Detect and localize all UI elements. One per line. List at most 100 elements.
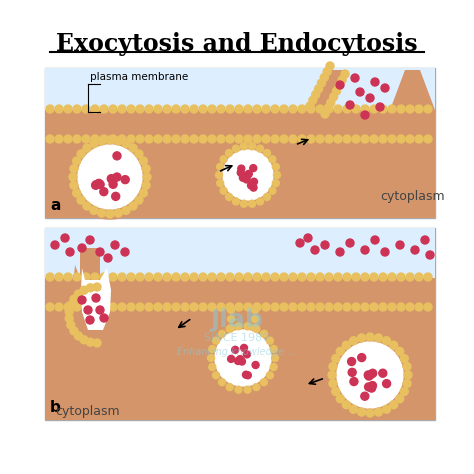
Circle shape: [127, 105, 135, 113]
Circle shape: [82, 273, 90, 281]
Circle shape: [256, 198, 264, 205]
Circle shape: [271, 303, 279, 311]
Circle shape: [273, 164, 279, 170]
Circle shape: [136, 273, 144, 281]
Circle shape: [228, 307, 235, 313]
Circle shape: [112, 192, 120, 201]
Circle shape: [383, 405, 391, 413]
Circle shape: [91, 273, 99, 281]
Circle shape: [181, 303, 189, 311]
Circle shape: [404, 371, 412, 379]
Circle shape: [365, 383, 373, 391]
Circle shape: [352, 303, 360, 311]
Circle shape: [109, 303, 117, 311]
Text: b: b: [50, 400, 61, 415]
Circle shape: [70, 181, 78, 189]
Circle shape: [397, 105, 405, 113]
FancyBboxPatch shape: [45, 228, 435, 280]
Circle shape: [86, 316, 94, 324]
Circle shape: [129, 202, 137, 210]
Circle shape: [136, 135, 144, 143]
Circle shape: [253, 303, 261, 311]
Circle shape: [264, 193, 271, 201]
Circle shape: [370, 135, 378, 143]
Circle shape: [266, 337, 273, 344]
Circle shape: [109, 180, 117, 188]
Circle shape: [96, 306, 104, 314]
Circle shape: [244, 386, 251, 393]
Circle shape: [426, 251, 434, 259]
Circle shape: [323, 68, 331, 76]
Circle shape: [329, 363, 337, 371]
Circle shape: [335, 82, 343, 90]
Circle shape: [388, 105, 396, 113]
Circle shape: [212, 372, 219, 379]
Circle shape: [252, 316, 258, 322]
Circle shape: [64, 303, 72, 311]
Circle shape: [376, 103, 384, 111]
Circle shape: [253, 325, 260, 332]
Circle shape: [280, 135, 288, 143]
Circle shape: [338, 76, 346, 84]
Circle shape: [139, 189, 147, 197]
Circle shape: [343, 273, 351, 281]
Circle shape: [55, 105, 63, 113]
Circle shape: [226, 150, 233, 156]
Circle shape: [143, 173, 151, 181]
Circle shape: [118, 105, 126, 113]
Circle shape: [90, 140, 98, 148]
Circle shape: [381, 84, 389, 92]
Circle shape: [327, 99, 335, 107]
Circle shape: [100, 105, 108, 113]
Circle shape: [296, 239, 304, 247]
FancyBboxPatch shape: [45, 68, 435, 123]
Circle shape: [208, 355, 215, 362]
Circle shape: [73, 273, 81, 281]
Circle shape: [73, 105, 81, 113]
Circle shape: [145, 273, 153, 281]
Circle shape: [90, 206, 98, 214]
Text: a: a: [50, 198, 60, 213]
Circle shape: [253, 105, 261, 113]
Circle shape: [122, 206, 130, 214]
Circle shape: [190, 273, 198, 281]
Circle shape: [312, 91, 320, 99]
Circle shape: [235, 357, 242, 365]
Circle shape: [154, 303, 162, 311]
Circle shape: [46, 135, 54, 143]
Circle shape: [77, 196, 85, 204]
Circle shape: [311, 246, 319, 254]
Circle shape: [316, 273, 324, 281]
Circle shape: [346, 239, 354, 247]
Circle shape: [390, 401, 398, 409]
Circle shape: [154, 135, 162, 143]
Polygon shape: [72, 265, 118, 345]
Circle shape: [325, 303, 333, 311]
Circle shape: [111, 241, 119, 249]
Polygon shape: [310, 70, 345, 138]
Circle shape: [129, 144, 137, 152]
Circle shape: [73, 157, 81, 165]
Circle shape: [232, 346, 239, 353]
Polygon shape: [390, 70, 435, 138]
Circle shape: [421, 236, 429, 244]
Circle shape: [64, 273, 72, 281]
Circle shape: [64, 105, 72, 113]
Circle shape: [332, 87, 340, 95]
Circle shape: [383, 337, 391, 345]
Circle shape: [244, 172, 251, 179]
Polygon shape: [231, 306, 255, 335]
Circle shape: [98, 137, 106, 145]
Circle shape: [95, 179, 103, 187]
Circle shape: [113, 173, 121, 181]
Circle shape: [316, 303, 324, 311]
Circle shape: [109, 273, 117, 281]
Circle shape: [104, 254, 112, 262]
Circle shape: [249, 143, 255, 150]
Circle shape: [307, 105, 315, 113]
Circle shape: [172, 303, 180, 311]
Circle shape: [142, 165, 150, 173]
Circle shape: [73, 303, 81, 311]
Circle shape: [289, 135, 297, 143]
Circle shape: [127, 273, 135, 281]
